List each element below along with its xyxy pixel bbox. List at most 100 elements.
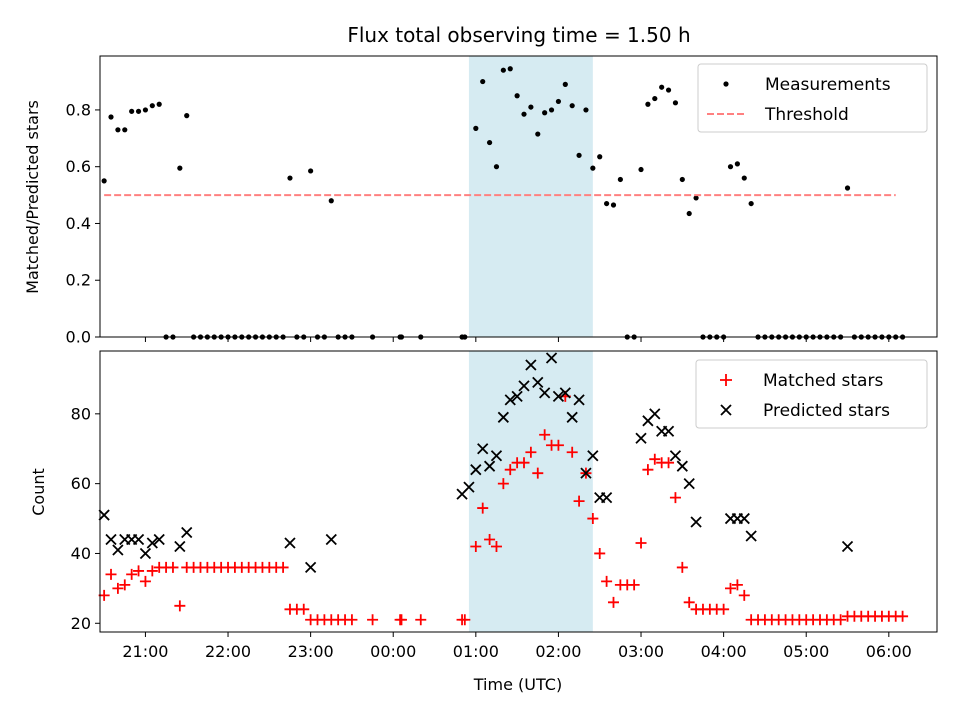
bottom-matched-point [119,579,131,591]
top-y-tick-label: 0.6 [66,157,91,176]
top-measurement-point [184,113,190,119]
bottom-predicted-point [745,530,757,542]
top-measurement-point [617,176,623,183]
top-measurement-point [686,210,692,217]
bottom-predicted-point [105,533,117,546]
top-measurement-point [727,164,734,170]
bottom-predicted-point [649,408,661,420]
bottom-matched-point [566,446,578,458]
bottom-matched-point [525,446,537,458]
bottom-x-tick-label: 23:00 [288,642,334,661]
top-measurement-point [569,103,575,109]
bottom-matched-point [133,565,145,577]
bottom-matched-point [897,610,909,622]
bottom-y-tick-label: 60 [71,474,91,493]
top-legend-box [697,63,928,133]
bottom-series-predicted-stars [98,352,854,574]
top-measurement-point [473,125,479,131]
bottom-matched-point [277,561,289,573]
bottom-x-tick-label: 02:00 [535,642,581,661]
top-measurement-point [514,93,520,99]
bottom-matched-point [601,575,613,587]
top-measurement-point [521,111,527,117]
bottom-predicted-point [497,411,509,423]
bottom-matched-point [738,589,750,601]
top-measurement-point [576,152,582,158]
bottom-predicted-point [174,540,186,553]
legend-measurements-label: Measurements [765,75,891,95]
top-y-tick-label: 0.4 [66,214,91,233]
top-measurement-point [844,185,851,191]
bottom-predicted-point [525,359,537,371]
top-legend: Measurements Threshold [697,63,928,133]
bottom-series-matched-stars [98,390,909,626]
bottom-x-tick-label: 21:00 [122,642,168,661]
bottom-matched-point [683,596,695,608]
bottom-matched-point [663,457,675,469]
bottom-matched-point [470,540,482,552]
top-y-tick-label: 0.0 [66,328,91,347]
bottom-matched-point [635,537,647,549]
bottom-predicted-point [518,380,530,392]
bottom-matched-point [298,603,310,615]
top-measurement-point [542,110,548,116]
bottom-predicted-point [635,432,647,444]
bottom-y-tick-label: 80 [71,404,91,423]
bottom-y-tick-label: 40 [71,544,91,563]
bottom-matched-point [649,453,661,465]
bottom-predicted-point [841,540,854,553]
bottom-predicted-point [662,425,675,437]
bottom-x-tick-label: 00:00 [370,642,416,661]
bottom-predicted-point [511,390,523,403]
bottom-predicted-point [600,491,613,504]
top-measurement-point [177,165,183,171]
bottom-legend-box [695,359,928,429]
bottom-matched-point [628,579,640,591]
bottom-matched-point [112,582,124,594]
top-measurement-point [129,108,135,114]
bottom-predicted-point [477,443,489,455]
x-axis-label: Time (UTC) [473,675,562,694]
bottom-predicted-point [552,390,565,403]
top-measurement-point [679,176,685,183]
bottom-matched-point [459,614,471,626]
bottom-matched-point [532,467,544,479]
bottom-x-tick-label: 01:00 [453,642,499,661]
top-measurement-point [583,107,589,113]
top-y-axis-label: Matched/Predicted stars [23,100,42,294]
bottom-predicted-point [304,561,317,574]
legend-measurements-marker [723,81,729,87]
bottom-panel: 20 40 60 80 21:00 22:00 23:00 00:00 01:00 02:00 03… [71,350,938,661]
bottom-shaded-span [468,351,593,632]
top-measurement-point [328,198,334,204]
bottom-matched-point [477,502,489,514]
bottom-predicted-point [587,450,599,462]
top-measurement-point [507,66,513,72]
top-measurement-point [610,202,617,208]
bottom-legend: Matched stars Predicted stars [695,359,928,429]
top-measurement-point [101,178,107,184]
top-measurement-point [748,200,754,207]
bottom-predicted-point [532,376,544,389]
bottom-matched-point [587,513,599,525]
top-measurement-point [493,164,500,170]
bottom-predicted-point [690,516,702,528]
bottom-y-tick-label: 20 [71,614,91,633]
top-measurement-point [638,166,644,173]
chart-title: Flux total observing time = 1.50 h [347,23,690,47]
top-series-measurements [101,66,906,340]
bottom-matched-point [105,568,117,580]
bottom-matched-point [126,568,138,580]
bottom-x-tick-label: 06:00 [866,642,912,661]
top-measurement-point [156,101,162,107]
bottom-matched-point [415,614,427,626]
top-measurement-point [287,175,293,181]
top-axes-frame [99,55,938,338]
bottom-predicted-point [683,478,695,490]
top-measurement-point [528,104,534,110]
bottom-x-tick-label: 04:00 [701,642,747,661]
bottom-predicted-point [470,464,482,476]
top-measurement-point [659,84,665,90]
top-measurement-point [115,127,121,133]
